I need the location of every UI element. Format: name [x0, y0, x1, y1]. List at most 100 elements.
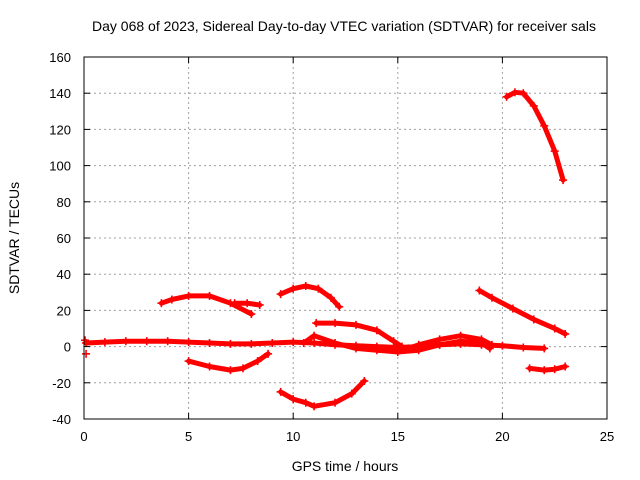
data-point: [226, 366, 235, 375]
data-point: [561, 362, 570, 371]
data-point: [100, 338, 109, 347]
data-point: [268, 338, 277, 347]
data-point: [81, 336, 90, 345]
data-point: [502, 92, 511, 101]
y-tick-label: -20: [52, 376, 71, 391]
data-point: [226, 339, 235, 348]
series-line: [476, 288, 568, 337]
data-point: [82, 349, 91, 358]
data-point: [510, 88, 519, 97]
data-point: [525, 364, 534, 373]
grid: [84, 57, 607, 419]
data-point: [351, 344, 360, 353]
series-arc-e: [276, 281, 344, 311]
y-tick-label: 0: [64, 340, 71, 355]
x-tick-label: 0: [80, 429, 87, 444]
data-point: [157, 299, 166, 308]
data-point: [456, 331, 465, 340]
data-point: [167, 295, 176, 304]
data-point: [253, 357, 262, 366]
data-point: [299, 338, 308, 347]
y-tick-label: 60: [57, 231, 71, 246]
series-arc-c: [184, 349, 273, 375]
data-point: [184, 291, 193, 300]
series-line: [186, 351, 271, 373]
data-point: [289, 395, 298, 404]
data-point: [389, 337, 398, 346]
series-arc-k: [502, 88, 568, 185]
y-tick-label: 120: [49, 122, 71, 137]
data-point: [314, 284, 323, 293]
data-point: [435, 335, 444, 344]
data-point: [301, 281, 310, 290]
data-point: [301, 398, 310, 407]
series-line: [527, 364, 568, 373]
data-point: [276, 290, 285, 299]
data-point: [550, 147, 559, 156]
x-tick-label: 25: [600, 429, 614, 444]
data-point: [404, 344, 413, 353]
series-arc-g: [299, 331, 494, 357]
data-point: [559, 176, 568, 185]
series-arc-d: [276, 376, 369, 411]
chart-title: Day 068 of 2023, Sidereal Day-to-day VTE…: [92, 18, 596, 34]
data-point: [529, 101, 538, 110]
data-point: [264, 349, 273, 358]
data-point: [372, 326, 381, 335]
axes-ticks: 0 5 10 15 20 25 -40 -20 0 20 40 60 80 100 120 140 160: [49, 50, 614, 444]
data-point: [142, 337, 151, 346]
y-tick-label: 160: [49, 50, 71, 65]
data-point: [335, 302, 344, 311]
y-tick-label: 80: [57, 195, 71, 210]
data-point: [205, 362, 214, 371]
data-point: [121, 337, 130, 346]
data-point: [540, 121, 549, 130]
data-point: [561, 329, 570, 338]
data-point: [360, 376, 369, 385]
data-point: [529, 315, 538, 324]
data-point: [550, 324, 559, 333]
data-point: [310, 331, 319, 340]
data-point: [351, 320, 360, 329]
data-point: [540, 344, 549, 353]
y-tick-label: -40: [52, 412, 71, 427]
data-series: [81, 88, 570, 411]
data-point: [393, 348, 402, 357]
data-point: [255, 300, 264, 309]
y-tick-label: 100: [49, 159, 71, 174]
data-point: [347, 389, 356, 398]
data-point: [519, 89, 528, 98]
series-stray-points: [81, 336, 91, 358]
series-arc-f: [312, 319, 406, 351]
data-point: [310, 402, 319, 411]
data-point: [477, 335, 486, 344]
data-point: [247, 310, 256, 319]
data-point: [498, 341, 507, 350]
data-point: [243, 299, 252, 308]
y-tick-label: 20: [57, 303, 71, 318]
data-point: [326, 293, 335, 302]
data-point: [475, 286, 484, 295]
series-arc-h: [404, 331, 496, 353]
data-point: [310, 338, 319, 347]
data-point: [205, 291, 214, 300]
data-point: [184, 338, 193, 347]
x-tick-label: 15: [391, 429, 405, 444]
data-point: [331, 398, 340, 407]
x-axis-label: GPS time / hours: [292, 458, 399, 474]
series-arc-b: [230, 299, 264, 309]
data-point: [372, 346, 381, 355]
data-point: [487, 293, 496, 302]
data-point: [487, 340, 496, 349]
data-point: [508, 304, 517, 313]
data-point: [519, 343, 528, 352]
series-arc-i: [475, 286, 570, 338]
data-point: [331, 319, 340, 328]
data-point: [163, 337, 172, 346]
data-point: [184, 357, 193, 366]
data-point: [540, 366, 549, 375]
data-point: [230, 299, 239, 308]
series-arc-j: [525, 362, 570, 375]
x-tick-label: 20: [495, 429, 509, 444]
